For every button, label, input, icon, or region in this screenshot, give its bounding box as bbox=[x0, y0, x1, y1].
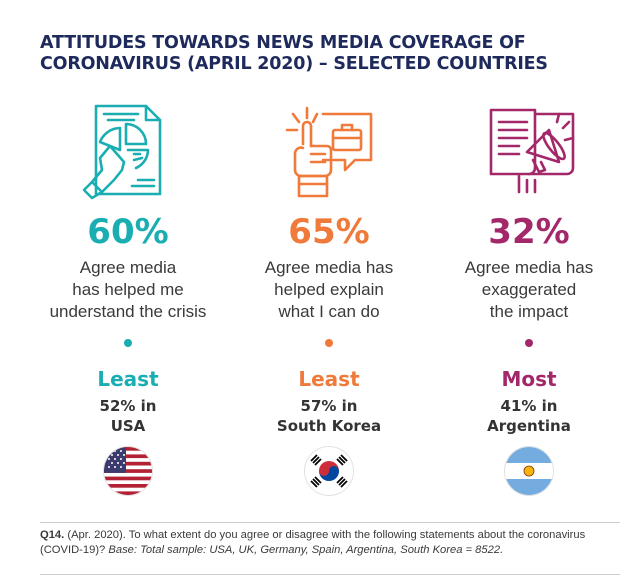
statement-line: has helped me bbox=[72, 280, 184, 299]
percent-value: 32% bbox=[488, 212, 570, 252]
footnote-divider-top bbox=[40, 522, 620, 523]
pie-chart-hand-pointer-icon bbox=[78, 100, 178, 200]
page-title: ATTITUDES TOWARDS NEWS MEDIA COVERAGE OF… bbox=[40, 33, 548, 74]
statement-text: Agree media has exaggerated the impact bbox=[429, 257, 629, 323]
country-detail: 52% in USA bbox=[28, 396, 228, 436]
rank-label: Most bbox=[501, 367, 557, 391]
divider-dot bbox=[124, 339, 132, 347]
stat-column-explain: 65% Agree media has helped explain what … bbox=[229, 100, 429, 500]
footnote-divider-bottom bbox=[40, 574, 620, 575]
rank-label: Least bbox=[298, 367, 360, 391]
country-name: USA bbox=[110, 417, 146, 435]
country-percent: 52% in bbox=[99, 397, 157, 415]
statement-text: Agree media has helped me understand the… bbox=[28, 257, 228, 323]
statement-line: what I can do bbox=[278, 302, 380, 321]
percent-value: 65% bbox=[288, 212, 370, 252]
sample-base: Base: Total sample: USA, UK, Germany, Sp… bbox=[108, 544, 504, 556]
statement-text: Agree media has helped explain what I ca… bbox=[229, 257, 429, 323]
argentina-flag-icon bbox=[505, 447, 553, 495]
country-detail: 41% in Argentina bbox=[429, 396, 629, 436]
rank-label: Least bbox=[97, 367, 159, 391]
statement-line: understand the crisis bbox=[49, 302, 207, 321]
percent-value: 60% bbox=[87, 212, 169, 252]
statement-line: Agree media has bbox=[464, 258, 594, 277]
hand-briefcase-speech-icon bbox=[279, 100, 379, 200]
footnote: Q14. (Apr. 2020). To what extent do you … bbox=[40, 528, 620, 558]
statement-line: Agree media has bbox=[264, 258, 394, 277]
statement-line: the impact bbox=[489, 302, 569, 321]
stat-column-understand: 60% Agree media has helped me understand… bbox=[28, 100, 228, 500]
usa-flag-icon bbox=[104, 447, 152, 495]
divider-dot bbox=[325, 339, 333, 347]
stat-column-exaggerated: 32% Agree media has exaggerated the impa… bbox=[429, 100, 629, 500]
country-detail: 57% in South Korea bbox=[229, 396, 429, 436]
statement-line: Agree media bbox=[79, 258, 177, 277]
south-korea-flag-icon bbox=[305, 447, 353, 495]
megaphone-document-icon bbox=[479, 100, 579, 200]
statement-line: exaggerated bbox=[481, 280, 577, 299]
statement-line: helped explain bbox=[274, 280, 384, 299]
question-text: (Apr. 2020). To what extent do you agree… bbox=[40, 529, 586, 556]
divider-dot bbox=[525, 339, 533, 347]
question-label: Q14. bbox=[40, 529, 65, 541]
country-name: South Korea bbox=[276, 417, 382, 435]
country-percent: 57% in bbox=[300, 397, 358, 415]
country-percent: 41% in bbox=[500, 397, 558, 415]
country-name: Argentina bbox=[487, 417, 571, 435]
